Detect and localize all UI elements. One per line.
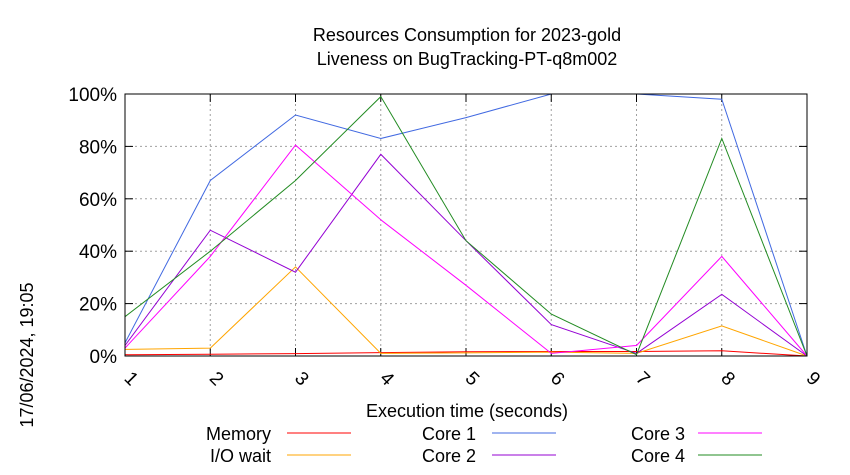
x-tick-label: 4 bbox=[375, 368, 398, 391]
y-tick-label: 80% bbox=[79, 137, 117, 158]
series-line-core-3 bbox=[124, 144, 808, 357]
x-tick-label: 5 bbox=[461, 368, 483, 390]
x-tick-label: 2 bbox=[205, 368, 227, 390]
chart-subtitle: Liveness on BugTracking-PT-q8m002 bbox=[317, 49, 618, 69]
series-line-core-1 bbox=[124, 93, 808, 357]
series-line-i-o-wait bbox=[124, 266, 808, 357]
x-tick-label: 3 bbox=[290, 368, 312, 390]
y-tick-label: 20% bbox=[79, 295, 117, 316]
series-lines bbox=[124, 93, 808, 357]
series-line-memory bbox=[124, 350, 808, 357]
chart-title: Resources Consumption for 2023-gold bbox=[313, 25, 621, 45]
side-timestamp-label: 17/06/2024, 19:05 bbox=[17, 282, 37, 427]
grid-lines bbox=[124, 93, 808, 357]
series-line-core-4 bbox=[124, 95, 808, 357]
legend-label-core-4: Core 4 bbox=[631, 446, 685, 466]
x-tick-label: 1 bbox=[120, 368, 142, 390]
plot-frame bbox=[124, 93, 808, 357]
y-tick-label: 40% bbox=[79, 242, 117, 263]
y-tick-label: 0% bbox=[90, 347, 118, 368]
axis-ticks: 0% 20% 40% 60% 80% 100% 1 2 3 4 5 6 7 8 9 bbox=[68, 85, 824, 391]
x-tick-label: 9 bbox=[802, 368, 824, 390]
legend-label-core-2: Core 2 bbox=[422, 446, 476, 466]
x-axis-label: Execution time (seconds) bbox=[366, 401, 568, 421]
y-tick-label: 60% bbox=[79, 190, 117, 211]
legend-label-memory: Memory bbox=[206, 424, 271, 444]
legend-label-core-3: Core 3 bbox=[631, 424, 685, 444]
y-tick-label: 100% bbox=[68, 85, 117, 106]
x-tick-label: 6 bbox=[546, 368, 568, 390]
legend-label-i-o-wait: I/O wait bbox=[210, 446, 271, 466]
x-tick-label: 8 bbox=[716, 368, 738, 390]
x-tick-label: 7 bbox=[631, 368, 653, 390]
legend-label-core-1: Core 1 bbox=[422, 424, 476, 444]
